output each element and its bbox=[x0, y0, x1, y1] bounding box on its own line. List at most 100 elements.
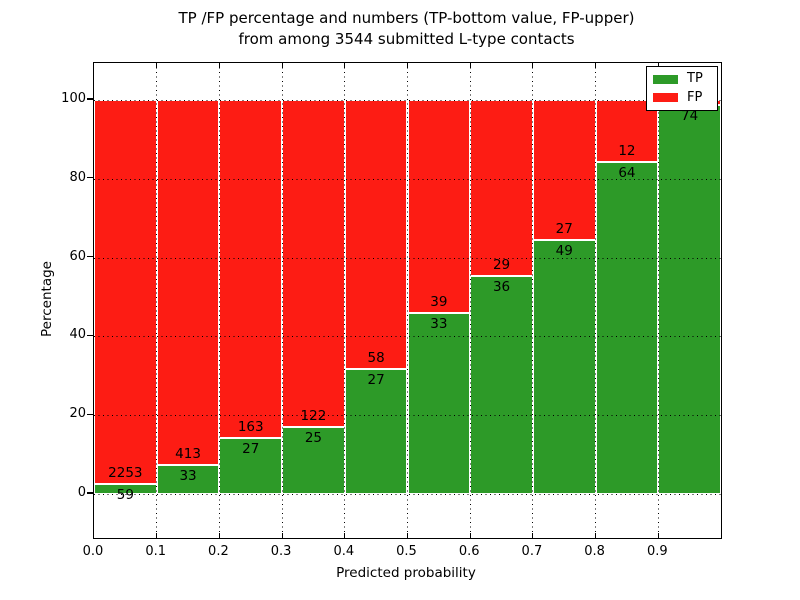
tp-count-label: 27 bbox=[242, 441, 260, 457]
tp-count-label: 64 bbox=[618, 165, 636, 182]
fp-bar-segment bbox=[219, 100, 283, 438]
legend: TP FP bbox=[646, 66, 718, 111]
x-tick bbox=[344, 533, 346, 538]
legend-item-fp: FP bbox=[653, 89, 711, 105]
tp-bar-segment bbox=[407, 313, 471, 494]
tp-count-label: 33 bbox=[430, 316, 448, 333]
x-tick bbox=[595, 533, 597, 538]
x-gridline bbox=[281, 63, 283, 538]
y-tick-label: 20 bbox=[69, 406, 86, 422]
tp-bar-segment bbox=[532, 239, 596, 494]
tp-count-label: 25 bbox=[304, 429, 323, 446]
x-gridline bbox=[407, 63, 408, 538]
x-tick bbox=[532, 533, 534, 538]
tp-count-label: 59 bbox=[116, 486, 134, 503]
y-tick bbox=[87, 334, 93, 336]
tp-bar-segment bbox=[658, 105, 721, 494]
y-tick-label: 60 bbox=[69, 248, 86, 264]
fp-bar-segment bbox=[470, 100, 533, 276]
x-tick bbox=[657, 533, 659, 538]
x-gridline bbox=[595, 63, 597, 538]
y-gridline bbox=[94, 178, 721, 180]
x-gridline bbox=[344, 63, 346, 538]
tp-bar-segment bbox=[344, 368, 408, 494]
y-tick bbox=[87, 492, 93, 494]
x-tick bbox=[469, 63, 471, 68]
chart-title-line1: TP /FP percentage and numbers (TP-bottom… bbox=[178, 9, 635, 27]
x-tick bbox=[532, 63, 534, 68]
legend-label-fp: FP bbox=[687, 89, 703, 105]
x-tick bbox=[156, 533, 158, 538]
fp-count-label: 413 bbox=[175, 445, 201, 462]
y-tick-label: 80 bbox=[69, 169, 86, 185]
x-tick bbox=[406, 63, 409, 68]
x-gridline bbox=[657, 63, 659, 538]
tp-count-label: 36 bbox=[492, 278, 511, 295]
x-tick bbox=[156, 63, 158, 68]
x-tick bbox=[595, 63, 597, 68]
x-tick bbox=[281, 533, 283, 538]
x-tick-label: 0.8 bbox=[584, 544, 605, 559]
y-tick-label: 40 bbox=[69, 327, 86, 343]
x-tick bbox=[218, 63, 220, 68]
tp-bar-segment bbox=[470, 275, 533, 494]
y-tick-label: 0 bbox=[77, 485, 86, 500]
x-tick-label: 0.2 bbox=[208, 544, 229, 559]
fp-count-label: 27 bbox=[555, 220, 573, 237]
y-tick bbox=[87, 256, 93, 258]
y-tick bbox=[87, 98, 93, 100]
x-tick bbox=[406, 533, 409, 538]
chart-title-line2: from among 3544 submitted L-type contact… bbox=[238, 30, 575, 48]
x-tick-label: 0.4 bbox=[333, 544, 355, 559]
y-gridline bbox=[94, 494, 721, 495]
x-gridline bbox=[469, 63, 471, 538]
tp-bar-segment bbox=[595, 162, 659, 494]
y-gridline bbox=[94, 257, 721, 259]
fp-count-label: 12 bbox=[618, 143, 636, 160]
x-tick-label: 0.1 bbox=[145, 544, 167, 559]
x-tick bbox=[344, 63, 346, 68]
y-tick bbox=[87, 177, 93, 179]
fp-bar-segment bbox=[156, 100, 220, 465]
y-tick-label: 100 bbox=[61, 91, 86, 106]
x-tick-label: 0.9 bbox=[646, 544, 668, 559]
chart-title: TP /FP percentage and numbers (TP-bottom… bbox=[93, 8, 720, 50]
fp-count-label: 163 bbox=[237, 419, 264, 435]
fp-count-label: 39 bbox=[430, 294, 448, 311]
x-tick bbox=[469, 533, 471, 538]
x-gridline bbox=[218, 63, 220, 538]
x-tick-label: 0.5 bbox=[396, 544, 417, 559]
fp-bar-segment bbox=[532, 100, 596, 240]
legend-item-tp: TP bbox=[653, 72, 711, 86]
fp-count-label: 122 bbox=[300, 407, 327, 424]
legend-label-tp: TP bbox=[687, 71, 703, 87]
fp-swatch-icon bbox=[653, 93, 678, 103]
fp-bar-segment bbox=[282, 100, 345, 427]
y-tick bbox=[87, 413, 93, 415]
x-tick-label: 0.6 bbox=[458, 544, 480, 559]
y-axis-label: Percentage bbox=[39, 261, 55, 337]
fp-count-label: 29 bbox=[492, 256, 511, 273]
tp-count-label: 27 bbox=[367, 371, 385, 388]
tp-bar-segment bbox=[156, 464, 220, 494]
fp-count-label: 2253 bbox=[108, 464, 143, 481]
x-tick bbox=[281, 63, 283, 68]
fp-count-label: 58 bbox=[367, 349, 385, 366]
fp-bar-segment bbox=[407, 100, 471, 314]
y-gridline bbox=[94, 100, 721, 101]
tp-count-label: 74 bbox=[681, 108, 699, 125]
x-gridline bbox=[532, 63, 534, 538]
x-tick bbox=[218, 533, 220, 538]
x-tick-label: 0.7 bbox=[521, 544, 543, 559]
fp-bar-segment bbox=[94, 100, 157, 484]
plot-area: 2253 59 413 33 163 27 122 25 58 27 39 33 29 36 27 49 12 6… bbox=[93, 62, 722, 539]
tp-count-label: 33 bbox=[179, 467, 197, 484]
x-tick bbox=[657, 63, 659, 68]
fp-bar-segment bbox=[344, 100, 408, 369]
x-tick-label: 0.0 bbox=[82, 544, 104, 559]
tp-swatch-icon bbox=[653, 74, 678, 84]
tp-bar-segment bbox=[282, 426, 345, 494]
x-gridline bbox=[156, 63, 158, 538]
y-gridline bbox=[94, 336, 721, 338]
